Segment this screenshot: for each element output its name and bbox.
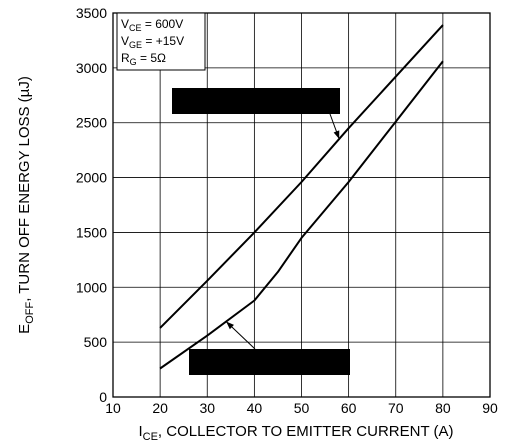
y-tick-label: 1500 xyxy=(76,224,107,240)
condition-subscript: G xyxy=(130,57,137,67)
x-tick-label: 60 xyxy=(341,400,357,416)
annotation-label-box-1 xyxy=(172,88,340,114)
condition-line-3: RG = 5Ω xyxy=(121,51,166,67)
y-tick-label: 2000 xyxy=(76,170,107,186)
condition-line-1: VCE = 600V xyxy=(121,17,183,33)
y-tick-label: 500 xyxy=(84,334,108,350)
y-tick-label: 0 xyxy=(99,389,107,405)
y-axis-title-sub: OFF xyxy=(24,302,36,324)
y-tick-label: 1000 xyxy=(76,279,107,295)
x-axis-title-rest: , COLLECTOR TO EMITTER CURRENT (A) xyxy=(158,423,454,440)
condition-symbol: V xyxy=(121,34,129,48)
condition-symbol: V xyxy=(121,17,129,31)
y-tick-label: 3500 xyxy=(76,5,107,21)
x-tick-label: 40 xyxy=(247,400,263,416)
plot-frame xyxy=(112,12,491,398)
y-tick-labels: 0 500 1000 1500 2000 2500 3000 3500 xyxy=(76,5,107,405)
condition-value: = +15V xyxy=(142,34,184,48)
annotation-layer xyxy=(172,88,350,375)
y-tick-label: 3000 xyxy=(76,60,107,76)
x-axis-title: ICE, COLLECTOR TO EMITTER CURRENT (A) xyxy=(138,423,453,443)
annotation-arrowhead-1 xyxy=(333,130,340,139)
x-axis-title-main: I xyxy=(138,423,142,440)
x-tick-label: 30 xyxy=(199,400,215,416)
y-tick-label: 2500 xyxy=(76,115,107,131)
x-axis-title-sub: CE xyxy=(143,431,158,443)
series-layer xyxy=(159,24,444,370)
x-tick-label: 80 xyxy=(435,400,451,416)
condition-line-2: VGE = +15V xyxy=(121,34,184,50)
x-tick-label: 70 xyxy=(388,400,404,416)
annotation-arrowhead-2 xyxy=(226,321,234,330)
condition-subscript: GE xyxy=(129,40,142,50)
condition-value: = 600V xyxy=(142,17,184,31)
y-axis-title: EOFF, TURN OFF ENERGY LOSS (µJ) xyxy=(16,76,36,334)
series-line-1 xyxy=(159,24,444,329)
y-axis-title-rest: , TURN OFF ENERGY LOSS (µJ) xyxy=(16,76,33,302)
x-tick-labels: 10 20 30 40 50 60 70 80 90 xyxy=(105,400,498,416)
x-tick-label: 20 xyxy=(152,400,168,416)
x-tick-label: 50 xyxy=(294,400,310,416)
conditions-frame xyxy=(116,12,206,71)
annotation-label-box-2 xyxy=(189,349,350,375)
condition-subscript: CE xyxy=(129,23,142,33)
condition-symbol: R xyxy=(121,51,130,65)
grid xyxy=(112,12,491,398)
condition-value: = 5Ω xyxy=(137,51,166,65)
x-tick-label: 10 xyxy=(105,400,121,416)
x-tick-label: 90 xyxy=(482,400,498,416)
series-line-2 xyxy=(159,60,444,370)
y-axis-title-main: E xyxy=(16,324,33,334)
